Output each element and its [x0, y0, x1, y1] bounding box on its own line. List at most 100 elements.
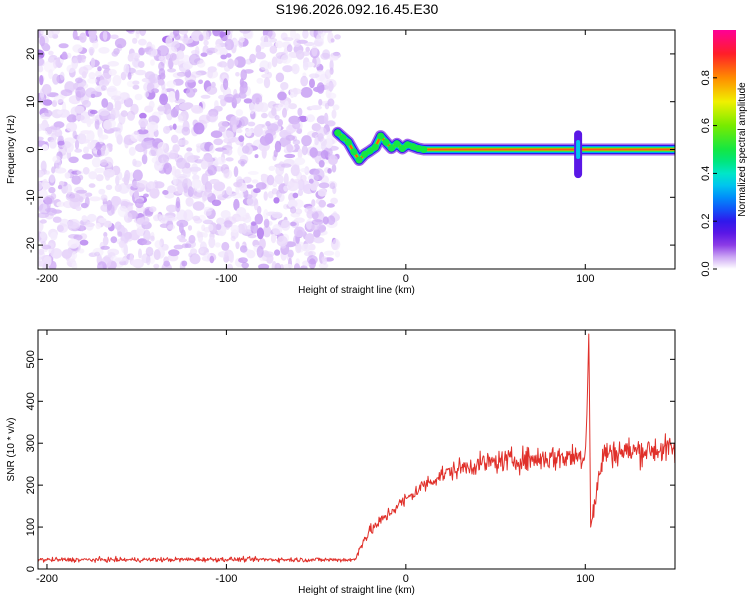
- heatmap-noise-blob: [69, 193, 81, 203]
- heatmap-noise-blob: [201, 224, 206, 232]
- heatmap-noise-blob: [185, 197, 194, 207]
- heatmap-noise-blob: [132, 37, 138, 44]
- heatmap-noise-blob: [158, 154, 170, 164]
- heatmap-noise-blob: [235, 128, 243, 134]
- heatmap-noise-blob: [308, 178, 314, 184]
- heatmap-noise-blob: [297, 148, 303, 159]
- heatmap-noise-blob: [226, 186, 233, 196]
- heatmap-noise-blob: [111, 196, 122, 206]
- heatmap-noise-blob: [272, 224, 283, 235]
- heatmap-noise-blob: [207, 164, 217, 176]
- heatmap-noise-blob: [323, 250, 335, 256]
- heatmap-noise-blob: [274, 114, 280, 121]
- heatmap-ridge-peak: [414, 145, 422, 152]
- heatmap-noise-blob: [128, 146, 136, 156]
- heatmap-noise-blob: [135, 30, 140, 39]
- heatmap-noise-blob: [85, 221, 94, 231]
- heatmap-noise-blob: [110, 107, 120, 119]
- heatmap-noise-blob: [131, 180, 140, 189]
- heatmap-noise-blob: [330, 38, 335, 43]
- heatmap-noise-blob: [56, 225, 64, 232]
- heatmap-vertical-feature-core: [576, 139, 581, 160]
- heatmap-noise-blob: [97, 261, 107, 269]
- heatmap-noise-blob: [326, 203, 335, 208]
- heatmap-noise-blob: [263, 209, 269, 220]
- heatmap-noise-blob: [271, 261, 277, 269]
- heatmap-noise-blob: [87, 141, 95, 150]
- heatmap-noise-blob: [127, 53, 134, 62]
- heatmap-noise-blob: [325, 82, 335, 91]
- heatmap-noise-blob: [219, 31, 225, 38]
- heatmap-noise-blob: [318, 160, 325, 168]
- heatmap-noise-blob: [259, 60, 270, 71]
- heatmap-noise-blob: [72, 44, 83, 53]
- heatmap-noise-blob: [49, 139, 57, 149]
- heatmap-noise-blob: [98, 133, 104, 145]
- heatmap-noise-blob: [141, 154, 148, 165]
- heatmap-noise-blob: [40, 241, 46, 246]
- heatmap-noise-blob: [91, 157, 102, 168]
- heatmap-noise-blob: [143, 144, 148, 157]
- heatmap-noise-blob: [292, 179, 302, 184]
- heatmap-noise-blob: [79, 239, 89, 246]
- heatmap-noise-blob: [280, 163, 292, 168]
- heatmap-noise-blob: [205, 252, 211, 262]
- line-y-tick-label: 300: [25, 434, 37, 452]
- heatmap-noise-blob: [238, 36, 245, 43]
- heatmap-noise-blob: [233, 198, 240, 211]
- heatmap-noise-blob: [193, 218, 203, 224]
- heatmap-noise-blob: [277, 91, 287, 101]
- heatmap-noise-blob: [113, 48, 120, 55]
- heatmap-noise-blob: [177, 113, 187, 121]
- heatmap-noise-blob: [309, 105, 322, 111]
- heatmap-noise-blob: [167, 68, 177, 73]
- heatmap-noise-blob: [88, 72, 96, 79]
- heatmap-noise-blob: [151, 88, 160, 94]
- heatmap-noise-blob: [56, 201, 65, 207]
- heatmap-noise-blob: [81, 153, 94, 160]
- heatmap-noise-blob: [194, 159, 204, 164]
- heatmap-noise-blob: [110, 34, 119, 40]
- heatmap-noise-blob: [200, 160, 208, 170]
- heatmap-noise-blob: [170, 108, 178, 118]
- heatmap-noise-blob: [80, 202, 89, 209]
- heatmap-noise-blob: [237, 159, 248, 165]
- heatmap-noise-blob: [262, 225, 272, 238]
- colorbar: [713, 30, 736, 269]
- heatmap-noise-blob: [230, 235, 236, 242]
- heatmap-noise-blob: [313, 236, 325, 244]
- heatmap-y-tick-label: 20: [25, 48, 37, 60]
- heatmap-noise-blob: [141, 240, 152, 245]
- heatmap-noise-blob: [275, 40, 284, 49]
- heatmap-noise-blob: [326, 120, 336, 127]
- heatmap-noise-blob: [247, 171, 259, 175]
- heatmap-noise-blob: [224, 93, 235, 103]
- heatmap-noise-blob: [320, 150, 329, 159]
- heatmap-noise-blob: [267, 191, 274, 199]
- heatmap-noise-blob: [132, 158, 137, 167]
- heatmap-noise-blob: [75, 206, 82, 212]
- heatmap-noise-blob: [88, 171, 98, 180]
- heatmap-noise-blob: [132, 80, 140, 85]
- heatmap-noise-blob: [39, 231, 47, 239]
- heatmap-noise-blob: [38, 248, 45, 256]
- heatmap-noise-blob: [255, 51, 266, 60]
- heatmap-noise-blob: [130, 132, 140, 142]
- heatmap-noise-blob: [315, 126, 327, 137]
- heatmap-noise-blob: [89, 48, 94, 56]
- heatmap-noise-blob: [301, 144, 308, 156]
- heatmap-noise-blob: [176, 219, 189, 228]
- heatmap-noise-blob: [108, 69, 117, 76]
- heatmap-noise-blob: [222, 149, 230, 155]
- heatmap-noise-blob: [261, 112, 268, 119]
- heatmap-noise-blob: [123, 244, 128, 256]
- heatmap-noise-blob: [185, 88, 196, 98]
- heatmap-noise-blob: [158, 55, 165, 61]
- heatmap-noise-blob: [66, 122, 78, 132]
- heatmap-noise-blob: [334, 250, 341, 258]
- heatmap-noise-blob: [226, 263, 233, 269]
- heatmap-noise-blob: [313, 229, 321, 238]
- heatmap-noise-blob: [329, 59, 334, 71]
- heatmap-noise-blob: [132, 169, 143, 182]
- heatmap-noise-blob: [201, 30, 210, 41]
